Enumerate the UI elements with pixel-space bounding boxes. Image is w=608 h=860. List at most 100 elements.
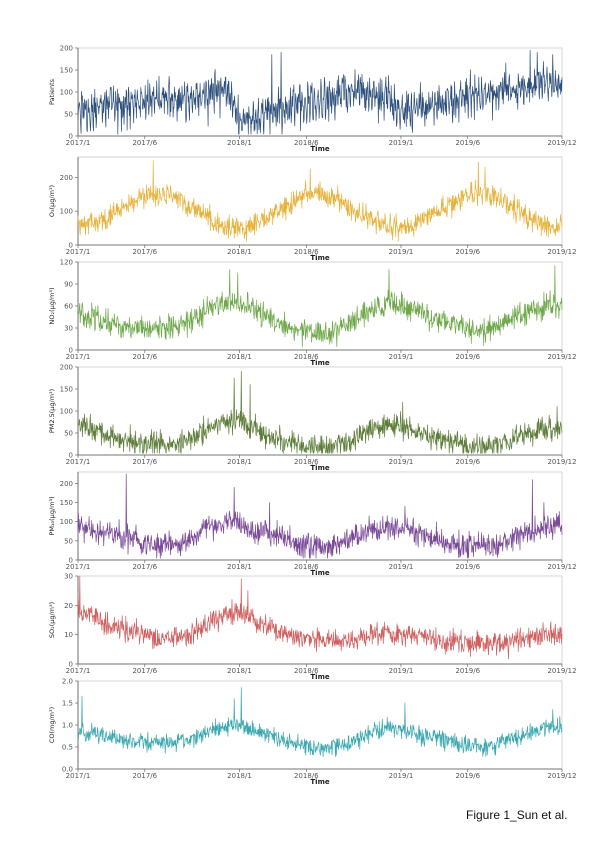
x-tick-label: 2019/1 bbox=[389, 353, 414, 361]
x-tick-label: 2019/12 bbox=[547, 772, 576, 780]
y-axis-title: Patients bbox=[48, 78, 56, 105]
x-tick-label: 2019/1 bbox=[389, 458, 414, 466]
panel-2: 0 100 200 2017/1 2017/6 2018/1 2018/6 2019/1 201… bbox=[48, 156, 577, 262]
y-axis-title: PM₁₀(μg/m³) bbox=[48, 496, 56, 535]
x-tick-label: 2017/6 bbox=[132, 563, 157, 571]
y-tick-label: 100 bbox=[60, 518, 73, 526]
x-tick-label: 2019/1 bbox=[389, 667, 414, 675]
series-line bbox=[77, 371, 563, 454]
x-tick-label: 2018/6 bbox=[294, 458, 319, 466]
y-tick-label: 0 bbox=[69, 347, 73, 355]
y-tick-label: 200 bbox=[60, 480, 73, 488]
x-tick-label: 2017/1 bbox=[66, 248, 91, 256]
x-axis-title: Time bbox=[310, 359, 329, 367]
x-tick-label: 2017/1 bbox=[66, 563, 91, 571]
x-tick-label: 2018/1 bbox=[227, 563, 252, 571]
x-tick-label: 2017/1 bbox=[66, 353, 91, 361]
x-tick-label: 2019/6 bbox=[455, 772, 480, 780]
x-tick-label: 2019/6 bbox=[455, 353, 480, 361]
y-tick-label: 1.5 bbox=[62, 700, 73, 708]
figure-caption: Figure 1_Sun et al. bbox=[466, 808, 568, 822]
series-line bbox=[77, 575, 563, 660]
x-tick-label: 2017/1 bbox=[66, 667, 91, 675]
x-tick-label: 2019/12 bbox=[547, 458, 576, 466]
x-axis-title: Time bbox=[310, 145, 329, 153]
x-tick-label: 2019/6 bbox=[455, 563, 480, 571]
x-axis-title: Time bbox=[310, 569, 329, 577]
y-tick-label: 100 bbox=[60, 208, 73, 216]
x-axis-title: Time bbox=[310, 464, 329, 472]
y-axis-title: SO₂(μg/m³) bbox=[48, 602, 56, 638]
y-axis-title: O₃(μg/m³) bbox=[48, 185, 56, 217]
panel-1: 0 50 100 150 200 2017/1 2017/6 2018/1 2018/6 2019… bbox=[48, 45, 577, 154]
x-tick-label: 2018/1 bbox=[227, 458, 252, 466]
x-tick-label: 2017/6 bbox=[132, 248, 157, 256]
y-axis-title: NO₂(μg/m³) bbox=[48, 287, 56, 324]
panel-5: 0 50 100 150 200 2017/1 2017/6 2018/1 2018/6 2019… bbox=[48, 471, 577, 577]
y-tick-label: 0.5 bbox=[62, 744, 73, 752]
panel-7: 0.0 0.5 1.0 1.5 2.0 2017/1 2017/6 2018/1 2018/6 2… bbox=[48, 678, 577, 787]
x-tick-label: 2018/1 bbox=[227, 353, 252, 361]
x-tick-label: 2019/6 bbox=[455, 248, 480, 256]
y-tick-label: 90 bbox=[64, 281, 73, 289]
x-tick-label: 2017/6 bbox=[132, 139, 157, 147]
x-tick-label: 2018/1 bbox=[227, 772, 252, 780]
series-line bbox=[77, 160, 563, 242]
x-tick-label: 2018/1 bbox=[227, 248, 252, 256]
plot-frame bbox=[77, 680, 563, 770]
x-tick-label: 2017/6 bbox=[132, 458, 157, 466]
y-tick-label: 0 bbox=[69, 661, 73, 669]
y-tick-label: 50 bbox=[64, 430, 73, 438]
x-tick-label: 2017/1 bbox=[66, 772, 91, 780]
plot-frame bbox=[77, 156, 563, 246]
x-tick-label: 2019/12 bbox=[547, 248, 576, 256]
y-axis-title: PM2.5(μg/m³) bbox=[48, 389, 56, 433]
x-tick-label: 2019/1 bbox=[389, 772, 414, 780]
x-tick-label: 2018/1 bbox=[227, 667, 252, 675]
y-tick-label: 0 bbox=[69, 557, 73, 565]
y-tick-label: 200 bbox=[60, 364, 73, 372]
x-tick-label: 2019/12 bbox=[547, 353, 576, 361]
y-tick-label: 0 bbox=[69, 242, 73, 250]
x-tick-label: 2017/1 bbox=[66, 458, 91, 466]
x-tick-label: 2018/6 bbox=[294, 667, 319, 675]
x-tick-label: 2017/6 bbox=[132, 772, 157, 780]
y-tick-label: 0 bbox=[69, 133, 73, 141]
y-tick-label: 30 bbox=[64, 573, 73, 581]
x-tick-label: 2018/6 bbox=[294, 563, 319, 571]
y-tick-label: 0 bbox=[69, 452, 73, 460]
x-tick-label: 2019/1 bbox=[389, 563, 414, 571]
y-tick-label: 50 bbox=[64, 111, 73, 119]
panel-6: 0 10 20 30 2017/1 2017/6 2018/1 2018/6 2019/1 201… bbox=[48, 573, 577, 682]
series-line bbox=[77, 49, 563, 135]
x-tick-label: 2019/6 bbox=[455, 139, 480, 147]
x-tick-label: 2018/6 bbox=[294, 139, 319, 147]
y-tick-label: 20 bbox=[64, 602, 73, 610]
x-tick-label: 2018/6 bbox=[294, 248, 319, 256]
series-line bbox=[77, 473, 563, 559]
series-line bbox=[77, 687, 563, 758]
y-tick-label: 50 bbox=[64, 537, 73, 545]
y-axis-title: CO(mg/m³) bbox=[48, 707, 56, 743]
y-tick-label: 2.0 bbox=[62, 678, 73, 686]
x-tick-label: 2019/12 bbox=[547, 667, 576, 675]
y-tick-label: 100 bbox=[60, 89, 73, 97]
x-axis-title: Time bbox=[310, 778, 329, 786]
plot-frame bbox=[77, 47, 563, 137]
series-line bbox=[77, 265, 563, 348]
x-tick-label: 2018/1 bbox=[227, 139, 252, 147]
x-tick-label: 2017/6 bbox=[132, 667, 157, 675]
x-tick-label: 2019/12 bbox=[547, 139, 576, 147]
y-tick-label: 120 bbox=[60, 259, 73, 267]
x-tick-label: 2019/6 bbox=[455, 667, 480, 675]
y-tick-label: 200 bbox=[60, 174, 73, 182]
x-tick-label: 2018/6 bbox=[294, 772, 319, 780]
x-tick-label: 2017/1 bbox=[66, 139, 91, 147]
panel-4: 0 50 100 150 200 2017/1 2017/6 2018/1 2018/6 2019… bbox=[48, 364, 577, 473]
x-axis-title: Time bbox=[310, 673, 329, 681]
y-tick-label: 1.0 bbox=[62, 722, 73, 730]
y-tick-label: 100 bbox=[60, 408, 73, 416]
y-tick-label: 150 bbox=[60, 499, 73, 507]
panel-3: 0 30 60 90 120 2017/1 2017/6 2018/1 2018/6 2019/1… bbox=[48, 259, 577, 368]
